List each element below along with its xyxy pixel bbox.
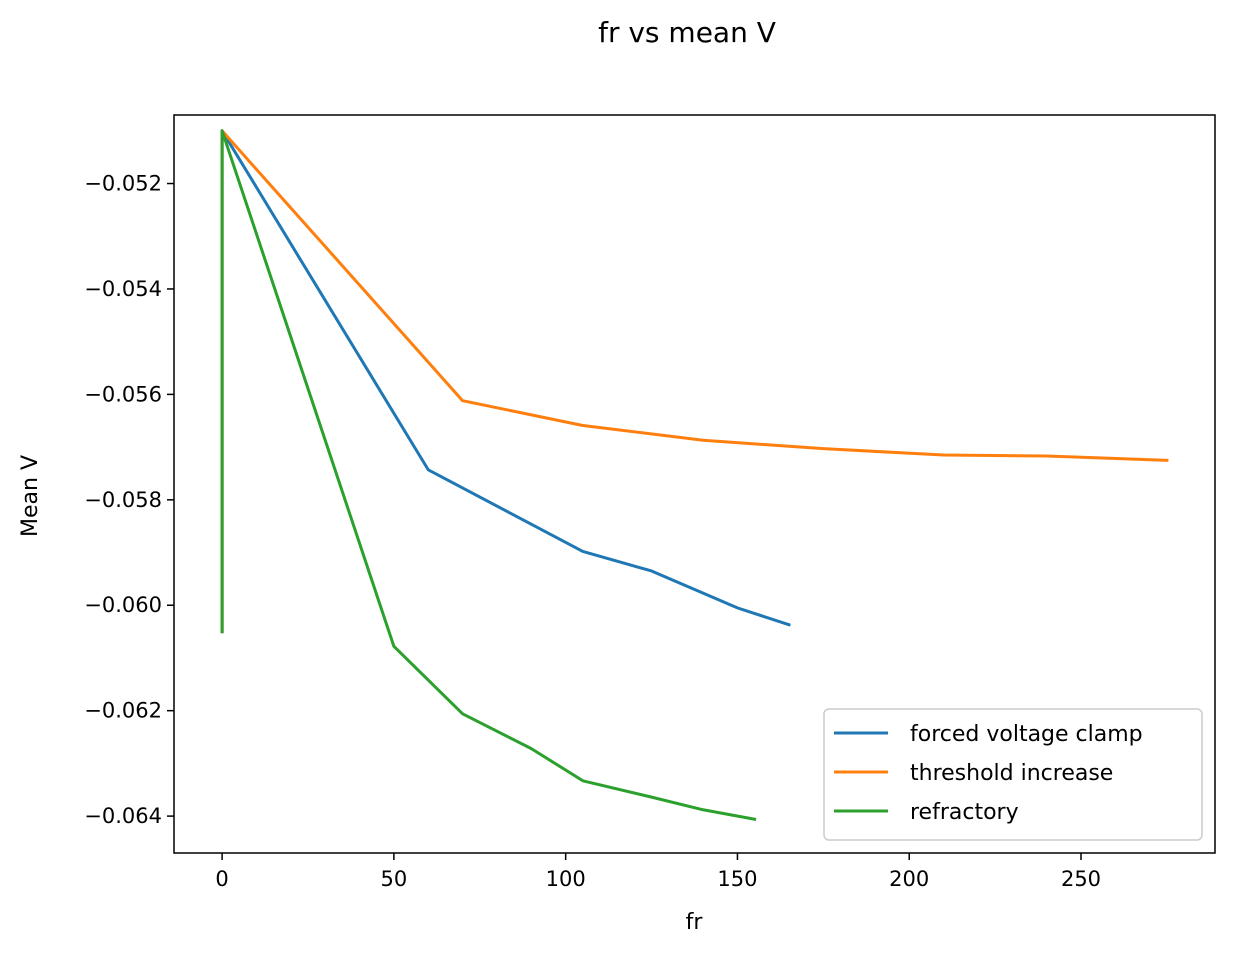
chart-title: fr vs mean V [598,16,776,49]
y-tick-label: −0.064 [84,804,162,828]
x-tick-label: 0 [215,867,228,891]
x-tick-label: 250 [1061,867,1101,891]
x-tick-label: 150 [717,867,757,891]
legend-label: forced voltage clamp [910,722,1143,747]
x-tick-label: 50 [381,867,408,891]
series-line-refractory [220,129,757,822]
series-line-forced-voltage-clamp [220,129,791,634]
y-tick-label: −0.062 [84,699,162,723]
x-axis: 0 50 100 150 200 250 [215,853,1101,891]
series-line-threshold-increase [220,129,1169,634]
y-axis-label: Mean V [18,455,43,537]
legend-label: refractory [910,800,1019,825]
y-tick-label: −0.060 [84,593,162,617]
x-tick-label: 100 [546,867,586,891]
y-tick-label: −0.054 [84,277,162,301]
y-tick-label: −0.056 [84,382,162,406]
y-tick-label: −0.058 [84,488,162,512]
series-lines [220,129,1169,822]
x-tick-label: 200 [889,867,929,891]
legend-box [823,708,1203,841]
legend: forced voltage clamp threshold increase re… [823,708,1203,841]
plot-frame [173,114,1216,854]
y-tick-label: −0.052 [84,172,162,196]
y-axis: −0.052 −0.054 −0.056 −0.058 −0.060 −0.062 −0.0… [84,172,174,828]
x-axis-label: fr [686,910,704,935]
legend-label: threshold increase [910,761,1113,786]
